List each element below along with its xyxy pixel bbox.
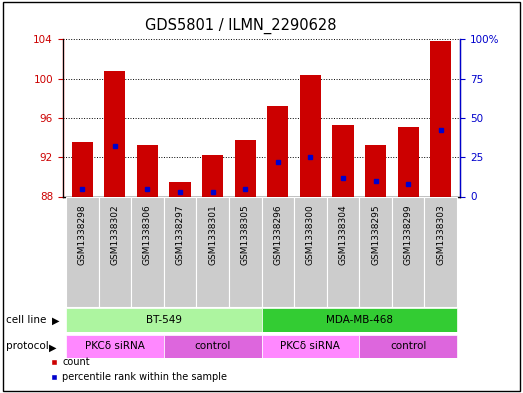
FancyBboxPatch shape	[164, 196, 196, 307]
FancyBboxPatch shape	[294, 196, 327, 307]
Bar	[202, 155, 223, 196]
Text: protocol: protocol	[6, 341, 49, 351]
FancyBboxPatch shape	[229, 196, 262, 307]
Text: ▶: ▶	[49, 342, 56, 353]
Bar	[267, 106, 288, 196]
Bar	[235, 140, 256, 196]
Text: GSM1338301: GSM1338301	[208, 204, 217, 265]
Text: cell line: cell line	[6, 315, 47, 325]
Text: GSM1338298: GSM1338298	[78, 204, 87, 265]
Text: GSM1338300: GSM1338300	[306, 204, 315, 265]
FancyBboxPatch shape	[164, 334, 262, 358]
Text: GSM1338304: GSM1338304	[338, 204, 347, 265]
Text: control: control	[195, 341, 231, 351]
Text: GSM1338303: GSM1338303	[436, 204, 445, 265]
FancyBboxPatch shape	[66, 196, 99, 307]
Bar	[332, 125, 354, 196]
Text: GSM1338299: GSM1338299	[404, 204, 413, 265]
FancyBboxPatch shape	[359, 334, 457, 358]
FancyBboxPatch shape	[196, 196, 229, 307]
FancyBboxPatch shape	[392, 196, 424, 307]
Bar	[365, 145, 386, 196]
FancyBboxPatch shape	[359, 196, 392, 307]
Text: PKCδ siRNA: PKCδ siRNA	[85, 341, 145, 351]
FancyBboxPatch shape	[424, 196, 457, 307]
Bar	[72, 142, 93, 196]
FancyBboxPatch shape	[131, 196, 164, 307]
Text: GSM1338296: GSM1338296	[274, 204, 282, 265]
Bar	[430, 41, 451, 196]
FancyBboxPatch shape	[262, 196, 294, 307]
Bar	[104, 71, 126, 196]
Legend: count, percentile rank within the sample: count, percentile rank within the sample	[47, 354, 231, 386]
FancyBboxPatch shape	[262, 334, 359, 358]
Bar	[169, 182, 191, 196]
Bar	[137, 145, 158, 196]
Text: PKCδ siRNA: PKCδ siRNA	[280, 341, 340, 351]
Text: ▶: ▶	[52, 316, 60, 326]
Text: GSM1338305: GSM1338305	[241, 204, 249, 265]
Text: control: control	[390, 341, 426, 351]
FancyBboxPatch shape	[99, 196, 131, 307]
FancyBboxPatch shape	[262, 308, 457, 332]
Bar	[397, 127, 419, 196]
Text: GDS5801 / ILMN_2290628: GDS5801 / ILMN_2290628	[145, 18, 336, 34]
Text: GSM1338306: GSM1338306	[143, 204, 152, 265]
FancyBboxPatch shape	[66, 308, 262, 332]
Text: MDA-MB-468: MDA-MB-468	[326, 315, 393, 325]
Text: GSM1338302: GSM1338302	[110, 204, 119, 265]
FancyBboxPatch shape	[327, 196, 359, 307]
Bar	[300, 75, 321, 196]
Text: GSM1338297: GSM1338297	[176, 204, 185, 265]
Text: BT-549: BT-549	[146, 315, 182, 325]
FancyBboxPatch shape	[66, 334, 164, 358]
Text: GSM1338295: GSM1338295	[371, 204, 380, 265]
